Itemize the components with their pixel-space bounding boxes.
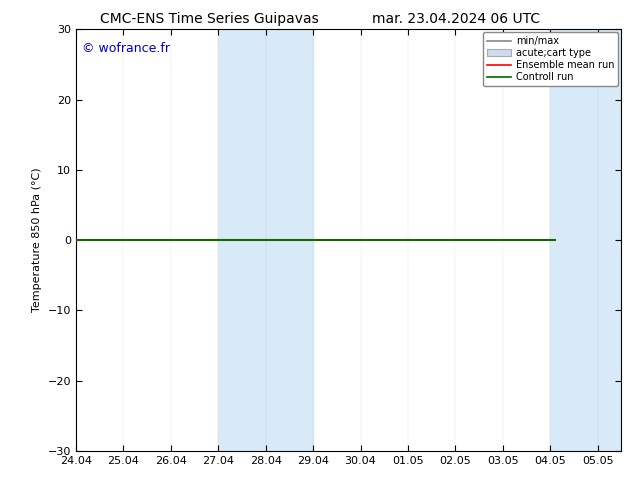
Text: © wofrance.fr: © wofrance.fr <box>82 42 169 55</box>
Bar <box>550 29 621 451</box>
Text: mar. 23.04.2024 06 UTC: mar. 23.04.2024 06 UTC <box>372 12 541 26</box>
Legend: min/max, acute;cart type, Ensemble mean run, Controll run: min/max, acute;cart type, Ensemble mean … <box>483 32 618 86</box>
Text: CMC-ENS Time Series Guipavas: CMC-ENS Time Series Guipavas <box>100 12 319 26</box>
Bar <box>218 29 313 451</box>
Y-axis label: Temperature 850 hPa (°C): Temperature 850 hPa (°C) <box>32 168 42 313</box>
